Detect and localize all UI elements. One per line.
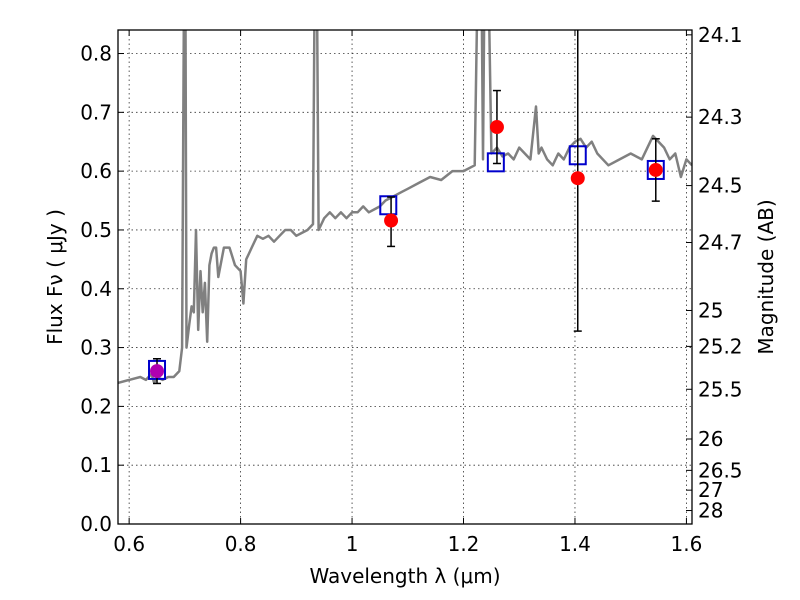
y-tick-label: 0.0 xyxy=(80,512,112,536)
x-tick-label: 1.4 xyxy=(559,532,591,556)
observed-flux-point xyxy=(489,120,504,135)
x-tick-label: 0.8 xyxy=(225,532,257,556)
plot-frame xyxy=(117,29,693,525)
x-tick-label: 0.6 xyxy=(113,532,145,556)
right-axis-label: Magnitude (AB) xyxy=(754,199,778,354)
right-tick-label: 24.3 xyxy=(698,105,743,129)
x-tick-label: 1 xyxy=(346,532,359,556)
grid-lines xyxy=(118,30,692,525)
x-tick-label: 1.6 xyxy=(671,532,703,556)
plot-area xyxy=(118,30,692,385)
y-tick-label: 0.7 xyxy=(80,100,112,124)
y-tick-label: 0.4 xyxy=(80,277,112,301)
y-tick-label: 0.3 xyxy=(80,336,112,360)
y-tick-label: 0.2 xyxy=(80,394,112,418)
y-axis-label: Flux Fν ( μJy ) xyxy=(43,209,67,345)
spectrum-line xyxy=(118,30,692,385)
observed-flux-point xyxy=(384,213,399,228)
right-tick-label: 25.5 xyxy=(698,377,743,401)
y-tick-label: 0.6 xyxy=(80,159,112,183)
right-tick-label: 26.5 xyxy=(698,458,743,482)
model-photometry-square xyxy=(486,152,505,173)
right-tick-label: 27 xyxy=(698,478,723,502)
x-axis-label: Wavelength λ (μm) xyxy=(309,564,500,588)
right-tick-label: 24.7 xyxy=(698,231,743,255)
right-tick-label: 24.1 xyxy=(698,23,743,47)
right-tick-label: 24.5 xyxy=(698,174,743,198)
y-tick-label: 0.8 xyxy=(80,42,112,66)
observed-flux-point xyxy=(150,364,165,379)
right-tick-label: 25 xyxy=(698,298,723,322)
observed-flux-point xyxy=(570,171,585,186)
observed-flux-point xyxy=(648,162,663,177)
axes: 0.6 0.8 1 1.2 1.4 1.6 0.0 0.1 0.2 0.3 0.4 0.5 0.6 0.7… xyxy=(80,23,742,556)
y-tick-label: 0.1 xyxy=(80,453,112,477)
right-tick-label: 28 xyxy=(698,499,723,523)
y-tick-label: 0.5 xyxy=(80,218,112,242)
right-tick-label: 26 xyxy=(698,427,723,451)
x-tick-label: 1.2 xyxy=(448,532,480,556)
right-tick-label: 25.2 xyxy=(698,334,743,358)
